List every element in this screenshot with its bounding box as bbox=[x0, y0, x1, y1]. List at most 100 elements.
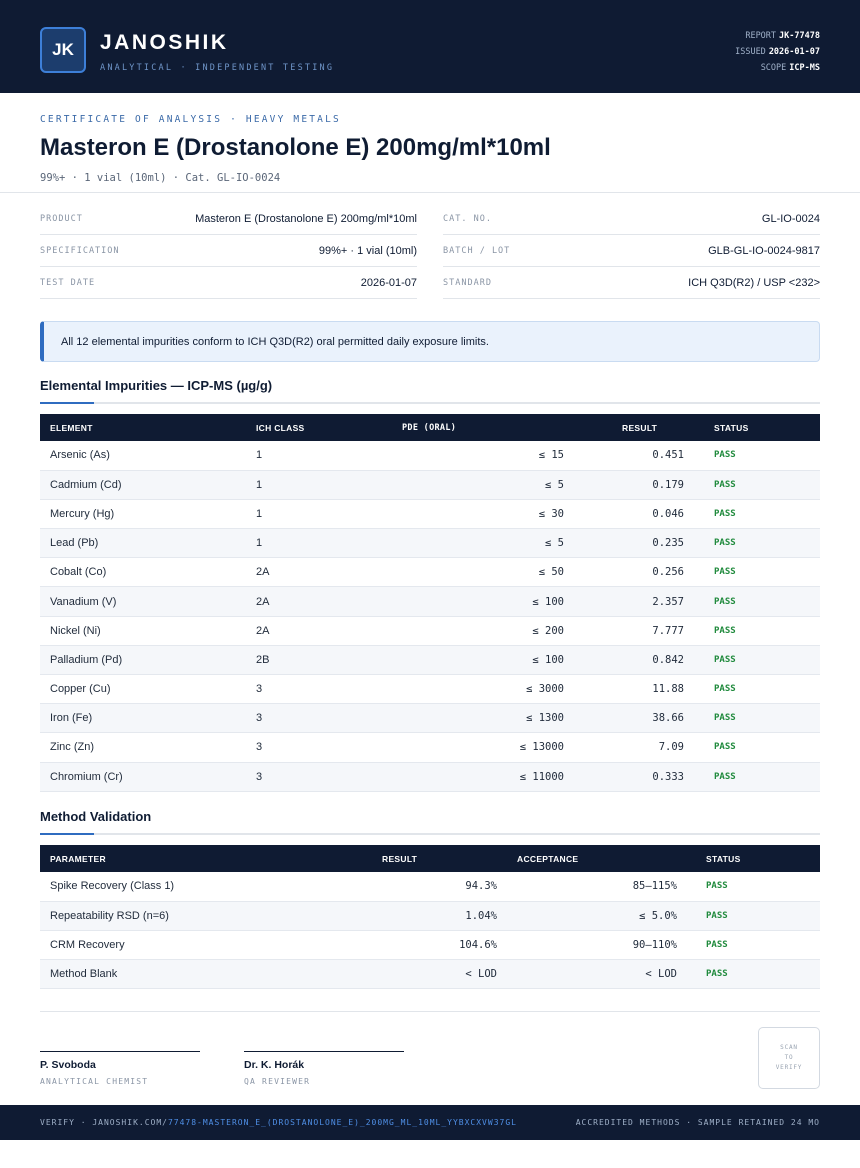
divider bbox=[40, 1011, 820, 1012]
table-row: Iron (Fe) 3 ≤ 1300 38.66 PASS bbox=[40, 703, 820, 733]
report-header: JK JANOSHIK ANALYTICAL · INDEPENDENT TES… bbox=[0, 0, 860, 93]
pde-cell: ≤ 15 bbox=[538, 449, 564, 462]
column-header: RESULT bbox=[382, 853, 418, 864]
footer-note: ACCREDITED METHODS · SAMPLE RETAINED 24 … bbox=[575, 1118, 820, 1127]
acceptance-cell: 85–115% bbox=[632, 880, 677, 893]
divider bbox=[0, 192, 860, 193]
status-badge: PASS bbox=[706, 969, 728, 980]
scope-row: SCOPE ICP-MS bbox=[735, 60, 820, 76]
signatory-name: P. Svoboda bbox=[40, 1059, 96, 1071]
conformance-banner: All 12 elemental impurities conform to I… bbox=[40, 321, 820, 362]
class-cell: 3 bbox=[256, 770, 263, 783]
signature-block: Dr. K. Horák QA REVIEWER bbox=[244, 1051, 404, 1086]
element-cell: Palladium (Pd) bbox=[50, 653, 123, 666]
info-column-left: PRODUCT Masteron E (Drostanolone E) 200m… bbox=[40, 203, 417, 299]
impurities-table: ELEMENT ICH CLASS PDE (ORAL) RESULT STAT… bbox=[40, 414, 820, 792]
result-cell: 0.451 bbox=[652, 449, 684, 462]
pde-cell: ≤ 100 bbox=[532, 595, 564, 608]
info-row: STANDARD ICH Q3D(R2) / USP <232> bbox=[443, 267, 820, 299]
info-column-right: CAT. NO. GL-IO-0024 BATCH / LOT GLB-GL-I… bbox=[443, 203, 820, 299]
qr-text: VERIFY bbox=[775, 1064, 803, 1071]
pde-cell: ≤ 5 bbox=[545, 478, 564, 491]
pde-cell: ≤ 11000 bbox=[519, 770, 564, 783]
info-value: GL-IO-0024 bbox=[761, 212, 820, 225]
pde-cell: ≤ 30 bbox=[538, 507, 564, 520]
column-header: PARAMETER bbox=[50, 853, 106, 864]
info-label: TEST DATE bbox=[40, 277, 96, 288]
result-cell: 7.777 bbox=[652, 624, 684, 637]
table-row: Cobalt (Co) 2A ≤ 50 0.256 PASS bbox=[40, 558, 820, 587]
status-badge: PASS bbox=[706, 910, 728, 921]
pde-cell: ≤ 1300 bbox=[526, 712, 564, 725]
column-header: ICH CLASS bbox=[256, 422, 305, 433]
status-badge: PASS bbox=[714, 625, 736, 636]
table-row: Cadmium (Cd) 1 ≤ 5 0.179 PASS bbox=[40, 470, 820, 500]
column-header: STATUS bbox=[706, 853, 741, 864]
report-label: REPORT bbox=[745, 31, 777, 41]
class-cell: 2A bbox=[256, 566, 270, 579]
result-cell: < LOD bbox=[465, 968, 497, 981]
pde-cell: ≤ 50 bbox=[538, 566, 564, 579]
issued-value: 2026-01-07 bbox=[768, 47, 820, 57]
info-label: BATCH / LOT bbox=[443, 245, 511, 256]
info-value: 99%+ · 1 vial (10ml) bbox=[318, 244, 417, 257]
section-rule bbox=[40, 402, 820, 404]
verify-qr-placeholder[interactable]: SCAN TO VERIFY bbox=[758, 1027, 820, 1089]
element-cell: Lead (Pb) bbox=[50, 537, 99, 550]
report-footer: VERIFY · JANOSHIK.COM/77478-MASTERON_E_(… bbox=[0, 1105, 860, 1140]
element-cell: Vanadium (V) bbox=[50, 595, 117, 608]
element-cell: Mercury (Hg) bbox=[50, 507, 115, 520]
result-cell: 0.333 bbox=[652, 770, 684, 783]
info-row: BATCH / LOT GLB-GL-IO-0024-9817 bbox=[443, 235, 820, 267]
element-cell: Iron (Fe) bbox=[50, 712, 93, 725]
element-cell: Cadmium (Cd) bbox=[50, 478, 122, 491]
class-cell: 3 bbox=[256, 712, 263, 725]
qr-text: TO bbox=[784, 1054, 794, 1061]
page-title: Masteron E (Drostanolone E) 200mg/ml*10m… bbox=[40, 134, 551, 161]
verify-link[interactable]: 77478-MASTERON_E_(DROSTANOLONE_E)_200MG_… bbox=[167, 1118, 517, 1127]
status-badge: PASS bbox=[714, 771, 736, 782]
status-badge: PASS bbox=[714, 654, 736, 665]
status-badge: PASS bbox=[714, 742, 736, 753]
result-cell: 38.66 bbox=[652, 712, 684, 725]
result-cell: 0.235 bbox=[652, 537, 684, 550]
status-badge: PASS bbox=[714, 508, 736, 519]
pde-cell: ≤ 100 bbox=[532, 653, 564, 666]
document-kicker: CERTIFICATE OF ANALYSIS · HEAVY METALS bbox=[40, 114, 341, 125]
element-cell: Cobalt (Co) bbox=[50, 566, 107, 579]
verify-prefix: VERIFY · JANOSHIK.COM/ bbox=[40, 1118, 168, 1127]
column-header: RESULT bbox=[622, 422, 658, 433]
signatory-role: ANALYTICAL CHEMIST bbox=[40, 1077, 149, 1086]
element-cell: Arsenic (As) bbox=[50, 449, 110, 462]
class-cell: 2A bbox=[256, 595, 270, 608]
status-badge: PASS bbox=[714, 538, 736, 549]
element-cell: Nickel (Ni) bbox=[50, 624, 101, 637]
qr-text: SCAN bbox=[780, 1044, 798, 1051]
acceptance-cell: 90–110% bbox=[632, 938, 677, 951]
pde-cell: ≤ 13000 bbox=[519, 741, 564, 754]
result-cell: 1.04% bbox=[465, 909, 497, 922]
info-value: 2026-01-07 bbox=[360, 276, 417, 289]
result-cell: 94.3% bbox=[465, 880, 497, 893]
scope-value: ICP-MS bbox=[789, 63, 820, 73]
info-row: PRODUCT Masteron E (Drostanolone E) 200m… bbox=[40, 203, 417, 235]
table-row: Palladium (Pd) 2B ≤ 100 0.842 PASS bbox=[40, 645, 820, 675]
result-cell: 2.357 bbox=[652, 595, 684, 608]
column-header: ELEMENT bbox=[50, 422, 93, 433]
validation-table: PARAMETER RESULT ACCEPTANCE STATUS Spike… bbox=[40, 845, 820, 989]
result-cell: 7.09 bbox=[658, 741, 684, 754]
info-row: CAT. NO. GL-IO-0024 bbox=[443, 203, 820, 235]
result-cell: 0.842 bbox=[652, 653, 684, 666]
info-label: SPECIFICATION bbox=[40, 245, 120, 256]
table-row: Spike Recovery (Class 1) 94.3% 85–115% PASS bbox=[40, 872, 820, 902]
table-row: Method Blank < LOD < LOD PASS bbox=[40, 959, 820, 989]
pde-cell: ≤ 200 bbox=[532, 624, 564, 637]
report-value: JK-77478 bbox=[779, 31, 820, 41]
info-row: TEST DATE 2026-01-07 bbox=[40, 267, 417, 299]
class-cell: 3 bbox=[256, 741, 263, 754]
status-badge: PASS bbox=[714, 596, 736, 607]
class-cell: 3 bbox=[256, 683, 263, 696]
info-value: ICH Q3D(R2) / USP <232> bbox=[688, 276, 820, 289]
verify-link-row: VERIFY · JANOSHIK.COM/77478-MASTERON_E_(… bbox=[40, 1118, 517, 1127]
signatory-role: QA REVIEWER bbox=[244, 1077, 311, 1086]
